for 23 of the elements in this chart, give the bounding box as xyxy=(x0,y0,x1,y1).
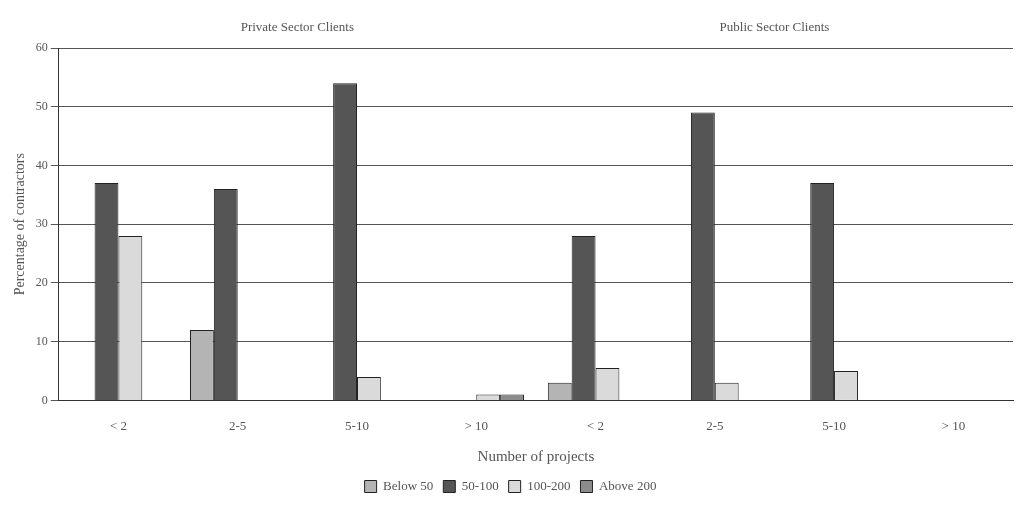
legend-label: 100-200 xyxy=(527,477,571,493)
y-tick-label: 60 xyxy=(35,40,48,55)
legend-label: Above 200 xyxy=(598,477,657,493)
x-axis-title: Number of projects xyxy=(477,447,595,464)
x-tick-label: < 2 xyxy=(109,417,127,433)
text: Private Sector Clients xyxy=(240,18,355,34)
y-tick-label: 40 xyxy=(35,157,48,172)
x-tick-label: 5-10 xyxy=(345,417,369,433)
y-tick-label: 50 xyxy=(35,98,48,113)
x-tick-label: > 10 xyxy=(941,417,966,433)
x-tick-label: < 2 xyxy=(586,417,605,433)
y-tick-label: 30 xyxy=(35,216,48,231)
y-tick-label: 10 xyxy=(35,333,48,348)
x-tick-label: 2-5 xyxy=(229,417,247,433)
y-tick-label: 0 xyxy=(41,392,48,407)
x-tick-label: > 10 xyxy=(464,417,489,433)
legend-label: 50-100 xyxy=(461,477,499,493)
y-axis-title: Percentage of contractors xyxy=(12,153,28,296)
x-tick-label: 5-10 xyxy=(822,417,847,433)
y-tick-label: 20 xyxy=(35,275,48,290)
text: Public Sector Clients xyxy=(719,18,830,34)
legend-label: Below 50 xyxy=(383,477,434,493)
x-tick-label: 2-5 xyxy=(706,417,724,433)
